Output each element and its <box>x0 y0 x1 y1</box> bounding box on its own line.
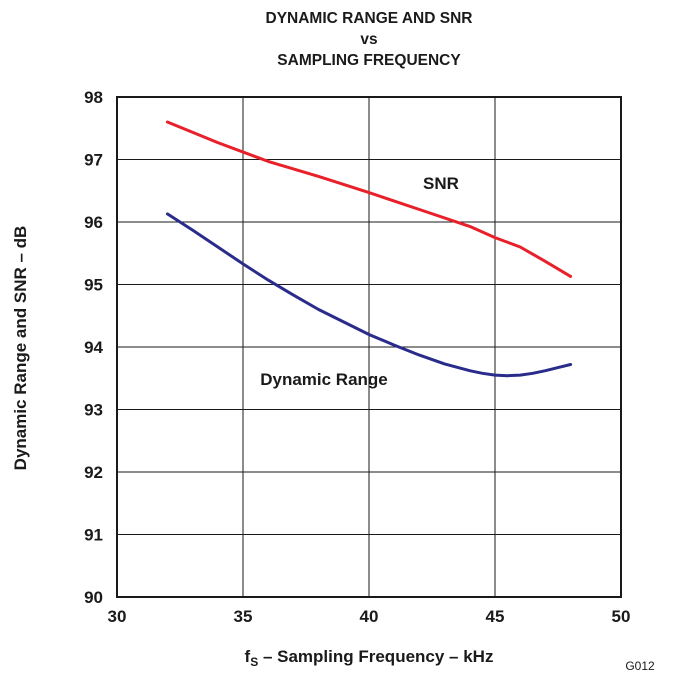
x-tick-label: 50 <box>612 607 631 626</box>
annotation-dynamic-range: Dynamic Range <box>260 370 388 389</box>
series-line-dynamic-range <box>165 212 573 378</box>
plot-frame <box>116 96 622 598</box>
y-tick-label: 95 <box>84 276 103 295</box>
x-axis-label-symbol: f <box>245 647 251 666</box>
x-axis-label: fS – Sampling Frequency – kHz <box>245 647 494 669</box>
x-tick-labels: 30 35 40 45 50 <box>108 607 631 626</box>
y-tick-label: 93 <box>84 401 103 420</box>
y-tick-labels: 90 91 92 93 94 95 96 97 98 <box>84 88 103 607</box>
y-tick-label: 94 <box>84 338 103 357</box>
x-axis-label-subscript: S <box>250 655 258 669</box>
figure-code: G012 <box>625 659 655 673</box>
x-tick-label: 30 <box>108 607 127 626</box>
chart-title-line-1: DYNAMIC RANGE AND SNR <box>266 10 473 27</box>
series-group <box>165 120 573 378</box>
x-tick-label: 35 <box>234 607 253 626</box>
y-axis-label: Dynamic Range and SNR – dB <box>11 226 30 471</box>
y-tick-label: 97 <box>84 151 103 170</box>
chart-title-line-2: vs <box>360 31 377 48</box>
x-tick-label: 40 <box>360 607 379 626</box>
y-tick-label: 91 <box>84 526 103 545</box>
x-axis-label-text: – Sampling Frequency – kHz <box>258 647 493 666</box>
y-tick-label: 98 <box>84 88 103 107</box>
grid <box>117 97 621 597</box>
chart-title-line-3: SAMPLING FREQUENCY <box>277 52 461 69</box>
annotation-snr: SNR <box>423 174 459 193</box>
x-tick-label: 45 <box>486 607 505 626</box>
series-line-snr <box>165 120 573 278</box>
plot-area <box>116 96 622 598</box>
y-tick-label: 90 <box>84 588 103 607</box>
y-tick-label: 92 <box>84 463 103 482</box>
y-tick-label: 96 <box>84 213 103 232</box>
